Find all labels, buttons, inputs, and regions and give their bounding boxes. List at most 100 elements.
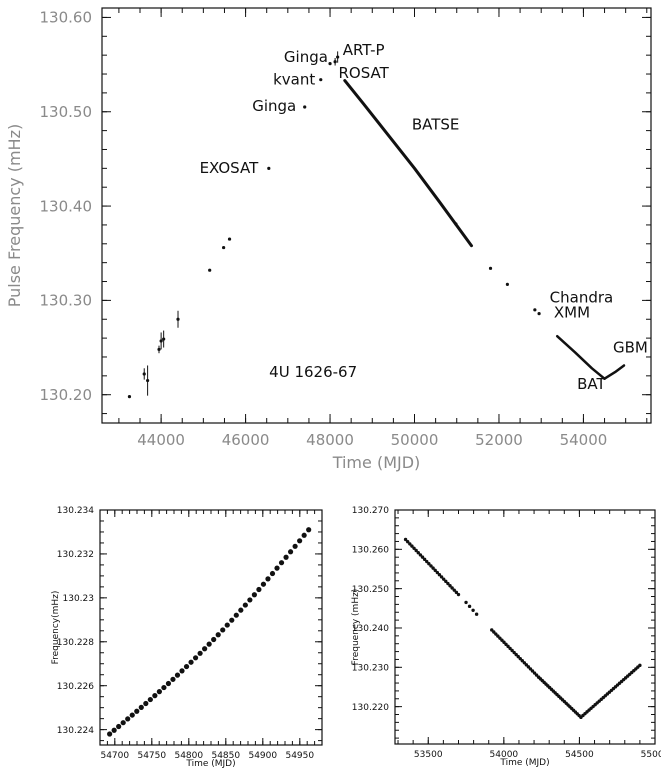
data-point — [425, 559, 429, 564]
data-point — [336, 55, 340, 59]
data-point — [152, 693, 158, 699]
data-point — [422, 557, 427, 562]
plot-frame — [394, 509, 656, 745]
data-point — [448, 584, 452, 588]
data-point — [174, 672, 181, 678]
annotation-label: ROSAT — [338, 64, 389, 82]
data-point — [638, 663, 642, 668]
data-point — [471, 608, 475, 612]
x-tick-label: 46000 — [222, 431, 270, 449]
x-tick-label: 54900 — [248, 751, 277, 761]
data-point — [192, 655, 199, 661]
data-point — [233, 612, 239, 618]
annotation-label: Chandra — [550, 288, 614, 306]
x-tick-label: 52000 — [475, 431, 523, 449]
y-tick-label: 130.260 — [352, 545, 389, 555]
y-tick-label: 130.23 — [63, 594, 95, 604]
data-point — [418, 553, 423, 557]
data-point — [211, 636, 217, 643]
x-tick-label: 54950 — [285, 751, 314, 761]
x-tick-label: 50000 — [391, 431, 439, 449]
data-point — [456, 592, 461, 597]
data-point — [197, 650, 203, 656]
data-point — [179, 668, 185, 674]
data-point — [267, 166, 271, 170]
data-point — [533, 308, 537, 312]
data-point — [251, 592, 257, 598]
data-point — [278, 560, 285, 566]
data-point — [206, 641, 212, 647]
annotation-label: BATSE — [412, 116, 460, 134]
annotation-label: 4U 1626-67 — [269, 363, 357, 381]
data-point — [222, 245, 226, 250]
data-point — [283, 554, 289, 560]
annotation-label: EXOSAT — [200, 159, 259, 177]
x-axis-label: Time (MJD) — [332, 453, 421, 472]
annotation-label: kvant — [273, 70, 315, 88]
data-point — [247, 597, 253, 603]
inset-chart-right: 53500 54000 54500 55000 130.220 130.230 130.24… — [351, 506, 661, 768]
data-point — [238, 607, 244, 613]
data-point — [435, 570, 440, 575]
annotation-label: Ginga — [252, 97, 296, 115]
x-tick-label: 54750 — [137, 751, 166, 761]
data-point — [446, 581, 450, 586]
data-point — [488, 266, 493, 270]
data-point — [157, 347, 161, 352]
data-point — [403, 537, 408, 542]
data-point — [143, 700, 149, 707]
data-point — [405, 539, 410, 544]
data-point — [412, 546, 416, 551]
data-point — [410, 544, 414, 548]
data-point — [416, 551, 420, 555]
y-tick-label: 130.226 — [57, 682, 94, 692]
data-point — [161, 684, 167, 691]
data-point — [408, 542, 412, 546]
x-axis-label: Time (MJD) — [499, 758, 549, 768]
plot-frame — [101, 7, 652, 424]
data-point — [301, 532, 307, 538]
y-tick-label: 130.230 — [352, 663, 389, 673]
data-point — [146, 378, 150, 383]
x-tick-label: 54700 — [100, 751, 129, 761]
x-tick-label: 54500 — [565, 750, 594, 760]
gbm-series — [603, 364, 626, 380]
data-point — [427, 562, 431, 566]
data-point — [420, 555, 425, 559]
x-tick-label: 55000 — [641, 750, 661, 760]
data-point — [142, 372, 146, 376]
data-point — [215, 632, 221, 638]
x-axis-label: Time (MJD) — [185, 759, 235, 768]
data-point — [127, 394, 132, 399]
x-tick-label: 54000 — [560, 431, 608, 449]
annotation-label: XMM — [554, 303, 590, 321]
y-tick-label: 130.232 — [57, 550, 94, 560]
data-point — [537, 311, 541, 316]
data-point — [229, 617, 235, 623]
data-point — [452, 588, 456, 592]
data-point — [439, 575, 444, 579]
data-point — [111, 727, 117, 733]
data-point — [129, 712, 135, 718]
x-tick-label: 54800 — [174, 751, 203, 761]
data-point — [125, 716, 131, 722]
data-point — [260, 581, 267, 587]
batse-series — [343, 79, 473, 248]
y-tick-label: 130.20 — [40, 386, 93, 404]
data-point — [306, 527, 312, 533]
data-point — [162, 337, 166, 341]
data-point — [265, 576, 271, 582]
data-point — [202, 646, 208, 652]
data-point — [183, 663, 190, 670]
y-axis-label: Pulse Frequency (mHz) — [5, 124, 24, 307]
data-point — [176, 317, 180, 321]
data-point — [269, 570, 276, 577]
data-point — [208, 268, 212, 272]
data-point — [437, 573, 442, 577]
x-tick-label: 48000 — [306, 431, 354, 449]
y-tick-label: 130.60 — [40, 9, 93, 27]
annotation-label: ART-P — [343, 41, 385, 59]
x-tick-label: 54000 — [490, 750, 519, 760]
y-tick-label: 130.250 — [352, 585, 389, 595]
y-tick-label: 130.228 — [57, 638, 94, 648]
